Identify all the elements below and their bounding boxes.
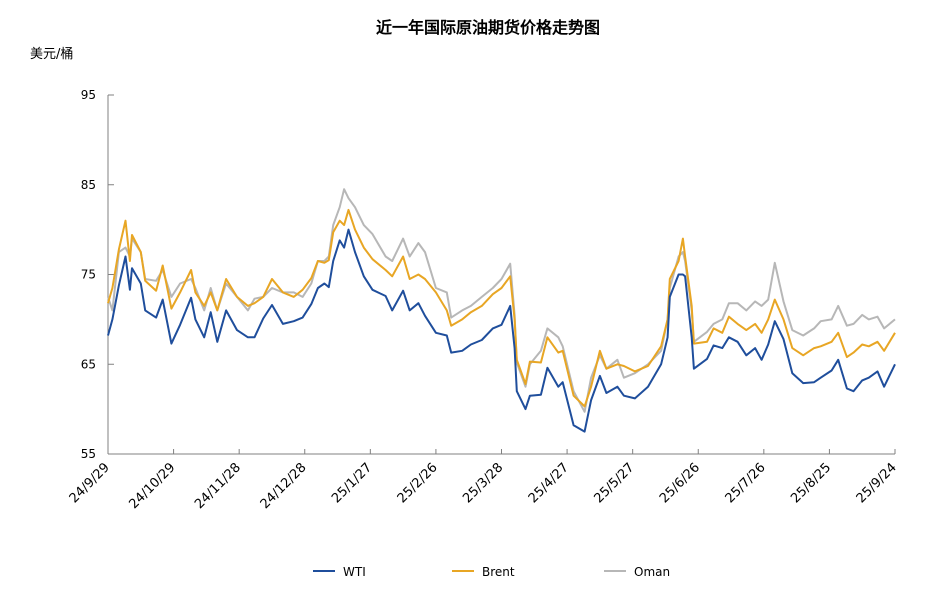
x-tick-label: 25/2/26 (395, 460, 441, 506)
legend-label-wti: WTI (343, 565, 366, 579)
x-tick-label: 25/4/27 (526, 460, 572, 506)
series-lines (107, 188, 896, 433)
x-tick-label: 24/10/29 (127, 460, 179, 512)
legend-label-oman: Oman (634, 565, 670, 579)
x-tick-label: 25/9/24 (854, 460, 900, 506)
legend-label-brent: Brent (482, 565, 515, 579)
x-tick-label: 25/3/28 (460, 460, 506, 506)
series-line-wti (107, 228, 896, 433)
x-tick-label: 24/11/28 (192, 460, 244, 512)
y-tick-label: 95 (81, 88, 96, 102)
legend: WTI Brent Oman (313, 565, 670, 579)
series-line-brent (107, 208, 896, 408)
x-tick-label: 25/5/27 (591, 460, 637, 506)
series-line-oman (107, 188, 896, 413)
y-tick-label: 55 (81, 447, 96, 461)
x-tick-label: 25/7/26 (723, 460, 769, 506)
chart-title: 近一年国际原油期货价格走势图 (376, 18, 600, 37)
y-tick-label: 75 (81, 268, 96, 282)
y-tick-label: 65 (81, 357, 96, 371)
x-tick-label: 24/9/29 (67, 460, 113, 506)
x-tick-label: 25/6/26 (657, 460, 703, 506)
y-tick-label: 85 (81, 178, 96, 192)
x-tick-label: 25/8/25 (788, 460, 834, 506)
x-tick-label: 24/12/28 (258, 460, 310, 512)
y-axis-unit-label: 美元/桶 (30, 47, 73, 62)
x-tick-label: 25/1/27 (329, 460, 375, 506)
